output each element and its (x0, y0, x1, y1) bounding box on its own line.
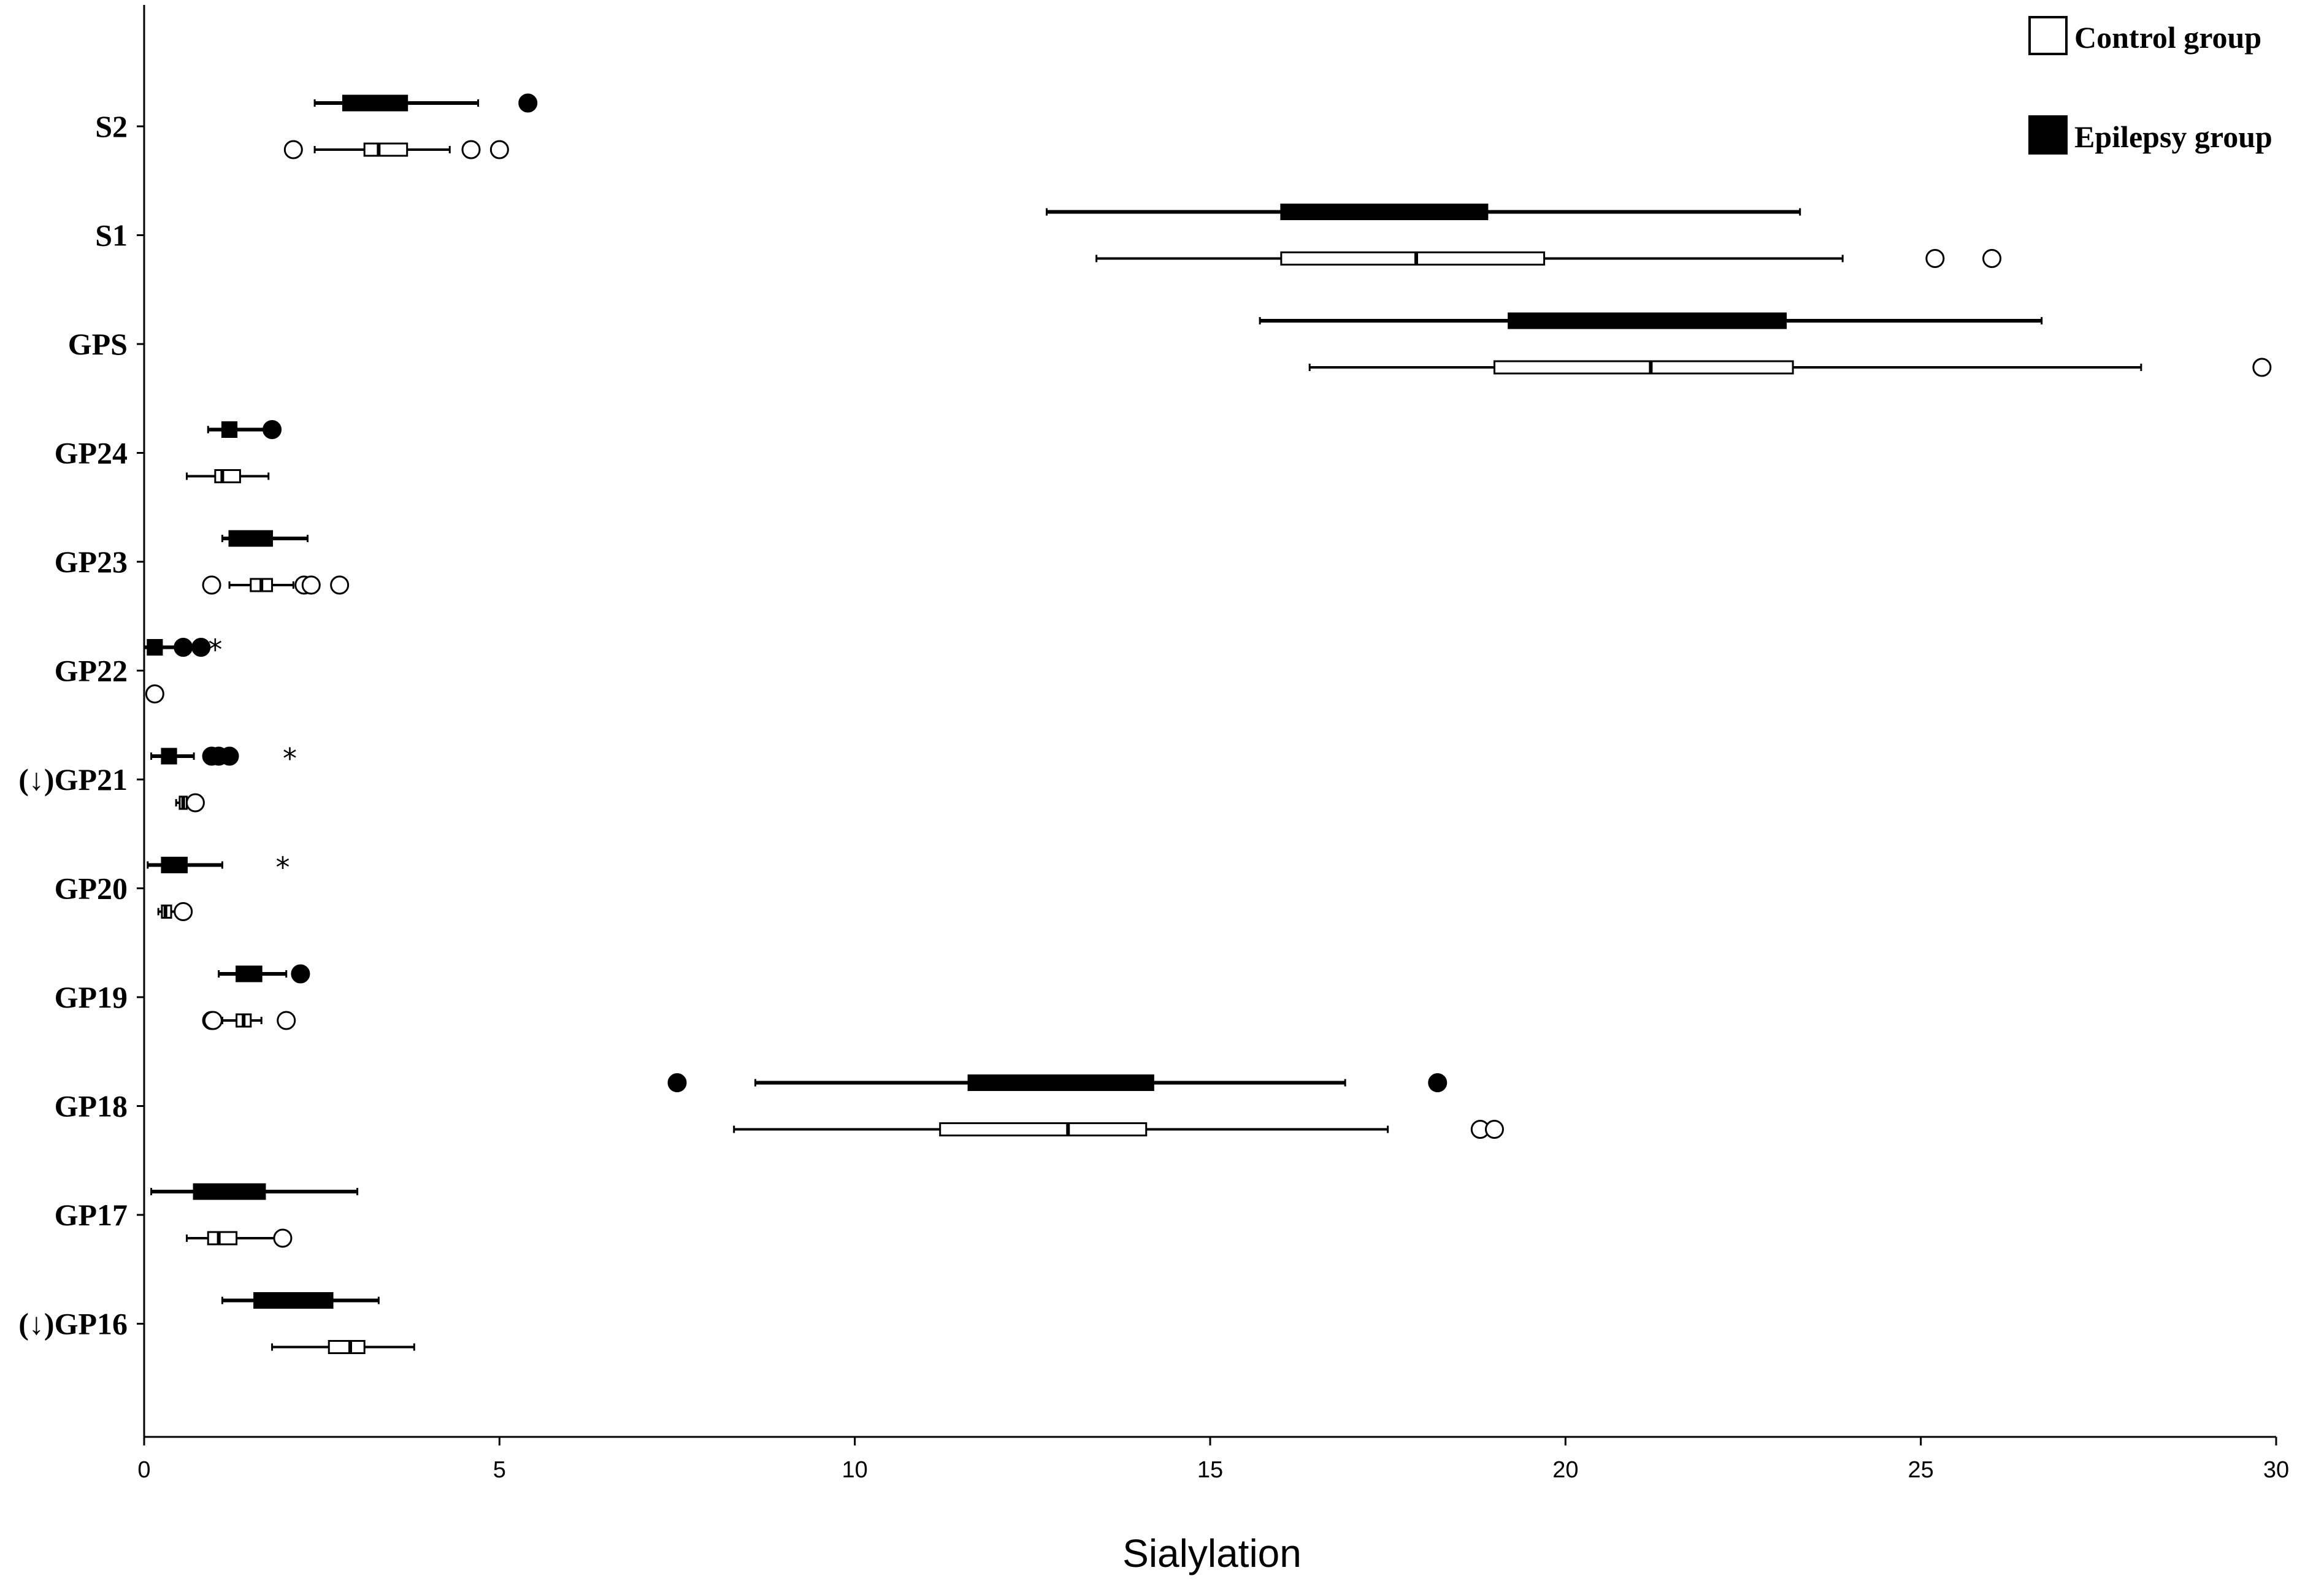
x-tick-label: 5 (493, 1457, 506, 1483)
epilepsy-outlier-point (191, 638, 211, 657)
control-outlier-point (174, 902, 193, 921)
legend-label-control: Control group (2074, 20, 2261, 55)
epilepsy-box (236, 965, 263, 982)
control-outlier-point (489, 140, 509, 159)
category-label: GPS (68, 327, 128, 361)
control-box (363, 142, 408, 157)
control-outlier-point (1925, 249, 1945, 268)
category-label: (↓)GP16 (18, 1307, 128, 1341)
epilepsy-extreme-point: * (208, 634, 222, 667)
epilepsy-box (967, 1074, 1154, 1091)
control-outlier-point (1484, 1120, 1504, 1139)
control-outlier-point (202, 575, 221, 595)
category-label: GP24 (55, 436, 128, 470)
control-outlier-point (277, 1011, 296, 1030)
control-outlier-point (461, 140, 481, 159)
category-label: GP18 (55, 1089, 128, 1124)
legend-swatch-epilepsy (2028, 115, 2068, 155)
category-label: GP17 (55, 1198, 128, 1232)
x-tick-label: 0 (137, 1457, 150, 1483)
control-outlier-point (2252, 358, 2272, 377)
x-axis-title: Sialylation (1122, 1531, 1302, 1575)
control-outlier-point (1982, 249, 2002, 268)
control-box (1493, 360, 1794, 375)
epilepsy-outlier-point (1428, 1073, 1448, 1092)
control-box (214, 469, 241, 483)
epilepsy-box (161, 748, 177, 765)
plot-area: * * * (143, 93, 2272, 1354)
control-box (939, 1122, 1148, 1136)
epilepsy-outlier-point (174, 638, 193, 657)
epilepsy-box (342, 94, 408, 112)
category-label: (↓)GP21 (18, 762, 128, 797)
legend-label-epilepsy: Epilepsy group (2074, 120, 2272, 154)
control-outlier-point (301, 575, 321, 595)
epilepsy-box (161, 857, 188, 873)
category-label: GP22 (55, 654, 128, 688)
category-label: S1 (95, 218, 128, 253)
epilepsy-outlier-point (220, 746, 239, 766)
epilepsy-box (193, 1183, 266, 1200)
category-labels: S2 S1 GPS GP24 GP23 GP22 (↓)GP21 GP20 GP19 GP18 GP… (18, 109, 144, 1341)
epilepsy-box (228, 530, 274, 547)
epilepsy-outlier-point (263, 420, 282, 439)
category-label: GP20 (55, 871, 128, 906)
category-label: S2 (95, 109, 128, 144)
control-outlier-point (273, 1228, 293, 1248)
x-tick-label: 30 (2263, 1457, 2289, 1483)
category-label: GP23 (55, 545, 128, 579)
x-tick-label: 25 (1908, 1457, 1934, 1483)
legend-swatch-control (2028, 16, 2068, 55)
control-box (207, 1231, 238, 1246)
epilepsy-outlier-point (291, 964, 310, 984)
epilepsy-box (1280, 204, 1489, 220)
category-label: GP19 (55, 980, 128, 1014)
x-tick-label: 10 (842, 1457, 868, 1483)
control-box (1280, 251, 1546, 266)
x-tick-label: 20 (1552, 1457, 1578, 1483)
control-outlier-point (330, 575, 350, 595)
control-outlier-point (185, 793, 205, 813)
control-box (328, 1340, 366, 1354)
control-outlier-point (145, 684, 164, 703)
axes: 0 5 10 15 20 25 30 (137, 5, 2289, 1483)
epilepsy-outlier-point (518, 93, 538, 113)
control-outlier-point (283, 140, 303, 159)
epilepsy-extreme-point: * (283, 742, 297, 775)
control-outlier-point (203, 1011, 223, 1030)
epilepsy-extreme-point: * (275, 851, 290, 884)
x-tick-label: 15 (1197, 1457, 1223, 1483)
legend: Control group Epilepsy group (2028, 16, 2272, 155)
epilepsy-outlier-point (667, 1073, 687, 1092)
epilepsy-box (1508, 312, 1787, 329)
